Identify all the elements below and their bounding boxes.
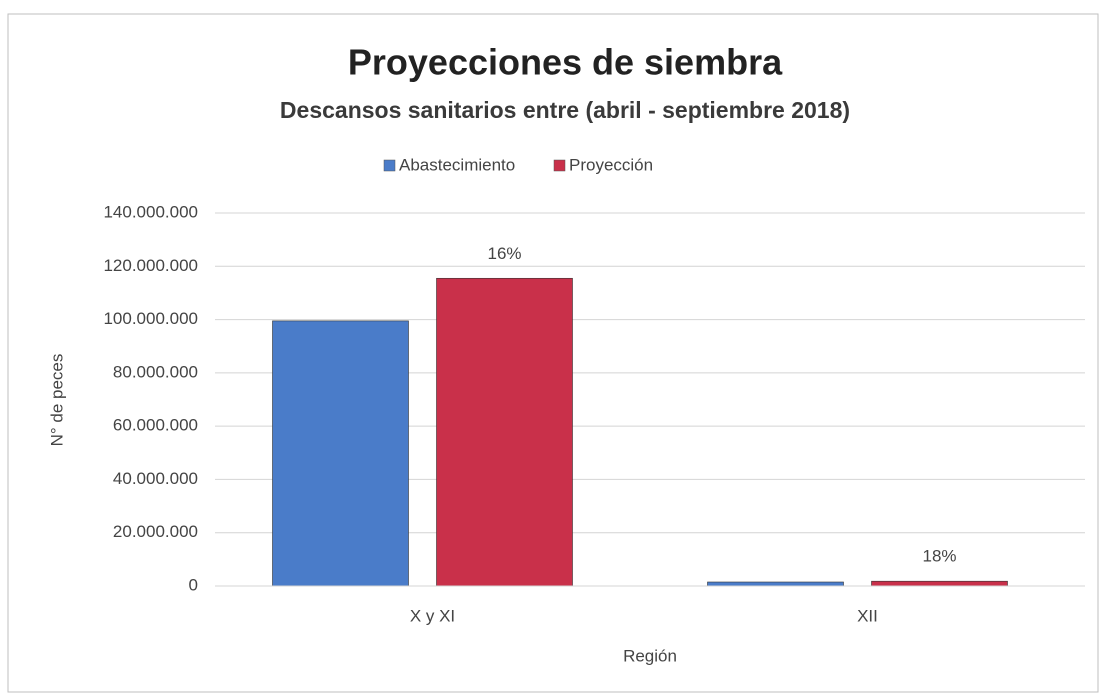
y-axis-title: N° de peces	[47, 354, 66, 447]
data-label: 16%	[487, 244, 521, 263]
y-tick-label: 40.000.000	[113, 469, 198, 488]
y-tick-label: 100.000.000	[103, 309, 198, 328]
y-tick-label: 80.000.000	[113, 362, 198, 381]
y-tick-label: 140.000.000	[103, 202, 198, 221]
bar	[871, 580, 1008, 587]
x-tick-label: X y XI	[410, 606, 455, 625]
y-tick-label: 0	[189, 575, 198, 594]
legend-label: Abastecimiento	[399, 155, 515, 174]
bar	[436, 277, 573, 587]
y-tick-label: 60.000.000	[113, 416, 198, 435]
bar	[707, 581, 844, 587]
y-tick-label: 120.000.000	[103, 256, 198, 275]
legend-swatch	[553, 159, 566, 172]
bar	[272, 320, 409, 587]
y-tick-label: 20.000.000	[113, 522, 198, 541]
x-axis-title: Región	[623, 646, 677, 665]
x-tick-label: XII	[857, 606, 878, 625]
legend-swatch	[383, 159, 396, 172]
chart-title: Proyecciones de siembra	[348, 42, 783, 83]
chart-subtitle: Descansos sanitarios entre (abril - sept…	[280, 97, 850, 123]
legend-label: Proyección	[569, 155, 653, 174]
data-label: 18%	[922, 547, 956, 566]
